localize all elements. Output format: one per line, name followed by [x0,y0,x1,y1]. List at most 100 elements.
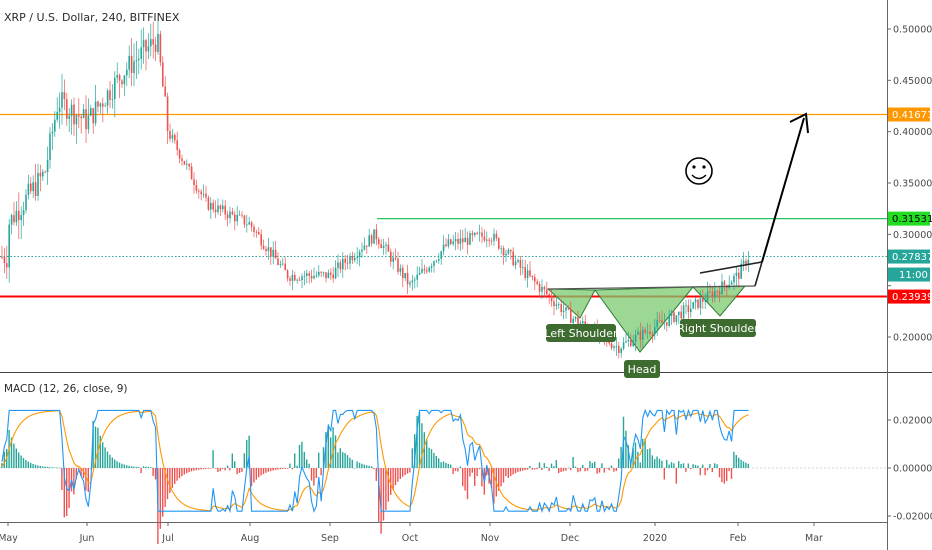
histogram-bar [438,458,440,468]
macd-tick-label: 0.00000 [893,464,932,475]
histogram-bar [702,464,704,468]
candle-body [291,274,294,281]
candle-body [200,191,202,195]
candle-body [457,239,459,244]
histogram-bar [294,453,296,468]
histogram-bar [380,468,382,534]
histogram-bar [226,465,229,468]
candle-body [450,239,452,244]
histogram-bar [428,447,430,468]
histogram-bar [342,452,344,468]
histogram-bar [140,468,142,474]
candle-body [697,299,699,309]
price-label-bg [888,249,930,264]
histogram-bar [730,468,733,479]
candle-body [363,245,366,250]
candle-body [15,210,18,223]
macd-tick-label: 0.02000 [893,416,932,427]
histogram-bar [183,468,185,475]
candle-body [234,214,236,222]
candle-body [10,215,13,225]
histogram-bar [709,464,711,468]
histogram-bar [289,463,291,468]
candle-body [265,248,267,252]
candle-body [421,268,423,273]
histogram-bar [610,465,613,468]
candle-body [618,345,620,353]
candle-body [260,234,262,246]
candle-body [97,101,99,107]
candle-body [344,258,346,263]
candle-body [270,247,272,257]
histogram-bar [61,468,63,490]
histogram-bar [534,468,536,470]
candle-body [409,282,411,285]
candle-body [34,182,37,196]
candle-body [632,341,634,347]
candle-body [186,163,188,165]
histogram-bar [618,458,620,468]
candle-body [51,131,54,134]
price-tick-label: 0.50000 [893,25,932,36]
histogram-bar [358,462,361,468]
histogram-bar [255,468,257,480]
candle-body [370,235,373,244]
histogram-bar [349,457,351,468]
histogram-bar [714,463,716,468]
histogram-bar [747,463,749,468]
candle-body [238,214,241,216]
candle-body [382,245,385,249]
histogram-bar [490,468,493,489]
histogram-bar [99,435,101,468]
candle-body [385,244,387,246]
histogram-bar [190,468,193,472]
candle-body [452,241,454,244]
candle-body [378,239,380,245]
candle-body [46,159,49,173]
histogram-bar [18,452,20,468]
candle-body [577,316,579,325]
histogram-bar [361,463,363,468]
head-label: Head [624,360,660,378]
candle-body [58,107,61,112]
candle-body [690,308,692,313]
histogram-bar [54,467,56,469]
histogram-bar [354,467,356,469]
candle-body [558,304,560,305]
time-tick-label: 2020 [643,533,667,544]
histogram-bar [608,468,610,471]
candle-body [663,322,666,324]
neckline [547,285,756,290]
histogram-bar [279,468,281,470]
histogram-bar [344,453,346,468]
histogram-bar [430,449,433,468]
candle-body [70,104,73,116]
candle-body [433,261,435,267]
histogram-bar [296,465,298,468]
histogram-bar [231,453,233,468]
candle-body [404,273,406,279]
histogram-bar [514,468,517,474]
histogram-bar [130,466,133,468]
candle-body [709,291,711,293]
histogram-bar [351,459,353,468]
candle-body [548,294,550,296]
histogram-bar [162,468,164,517]
histogram-bar [152,468,154,476]
price-tick-label: 0.40000 [893,127,932,138]
candle-body [694,299,697,303]
histogram-bar [500,468,502,487]
candle-body [625,341,627,343]
histogram-bar [104,447,106,468]
candle-body [423,268,426,271]
price-tick-label: 0.35000 [893,179,932,190]
candle-body [68,115,70,119]
candle-body [570,309,572,323]
histogram-bar [138,467,140,468]
histogram-bar [416,415,418,468]
candle-body [745,260,747,266]
candle-body [526,270,529,279]
histogram-bar [87,468,89,492]
histogram-bar [390,468,392,495]
candle-body [61,92,63,108]
